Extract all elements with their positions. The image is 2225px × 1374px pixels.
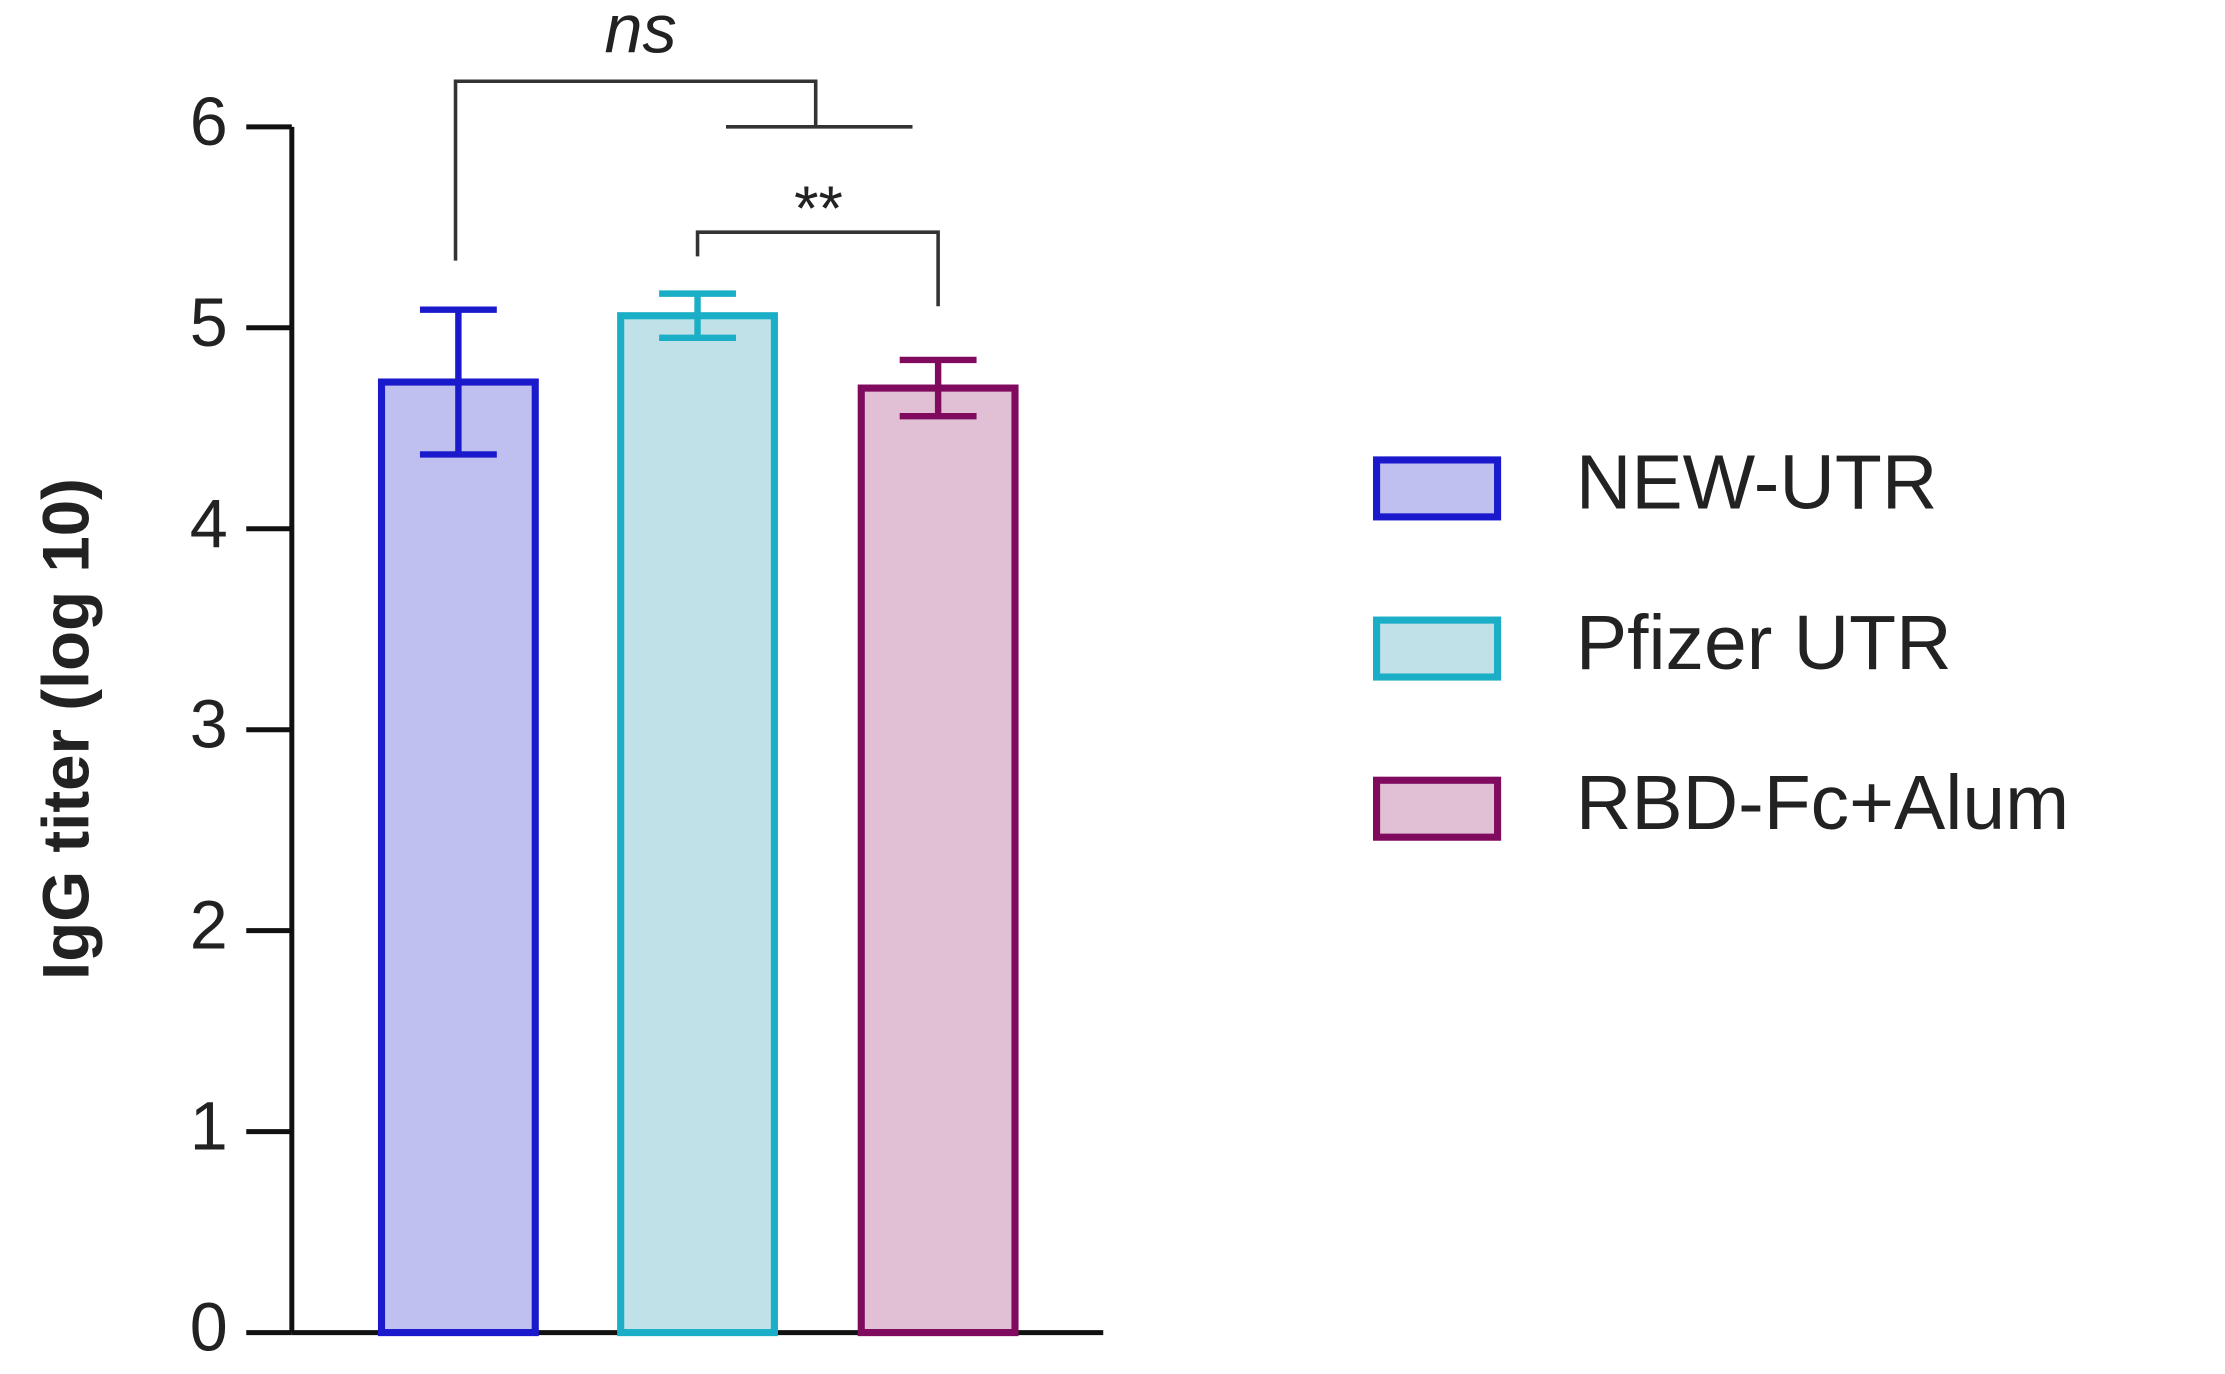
bar [857, 384, 1019, 1337]
error-bar [899, 356, 977, 420]
bracket-ns [453, 79, 818, 261]
significance-brackets [453, 79, 940, 307]
bar [617, 312, 778, 1337]
legend-swatch [1373, 776, 1502, 841]
y-tick-label: 4 [190, 486, 228, 562]
error-bar [659, 290, 736, 342]
annotation-ns: ns [605, 0, 677, 67]
legend-swatch [1373, 616, 1502, 681]
y-tick-label: 2 [190, 888, 228, 964]
y-tick-label: 6 [190, 84, 228, 160]
legend-label: RBD-Fc+Alum [1576, 760, 2069, 846]
bracket-stars [695, 230, 940, 307]
error-bar [419, 306, 497, 458]
legend-swatch [1373, 456, 1502, 521]
y-tick-label: 5 [190, 285, 228, 361]
bar [377, 378, 539, 1337]
y-tick-label: 3 [190, 687, 228, 763]
legend-label: Pfizer UTR [1576, 600, 1952, 686]
y-tick-label: 0 [190, 1290, 228, 1366]
annotation-stars: ** [794, 174, 843, 244]
legend-label: NEW-UTR [1576, 440, 1937, 526]
y-axis-label: IgG titer (log 10) [29, 478, 102, 980]
y-tick-label: 1 [190, 1089, 228, 1165]
